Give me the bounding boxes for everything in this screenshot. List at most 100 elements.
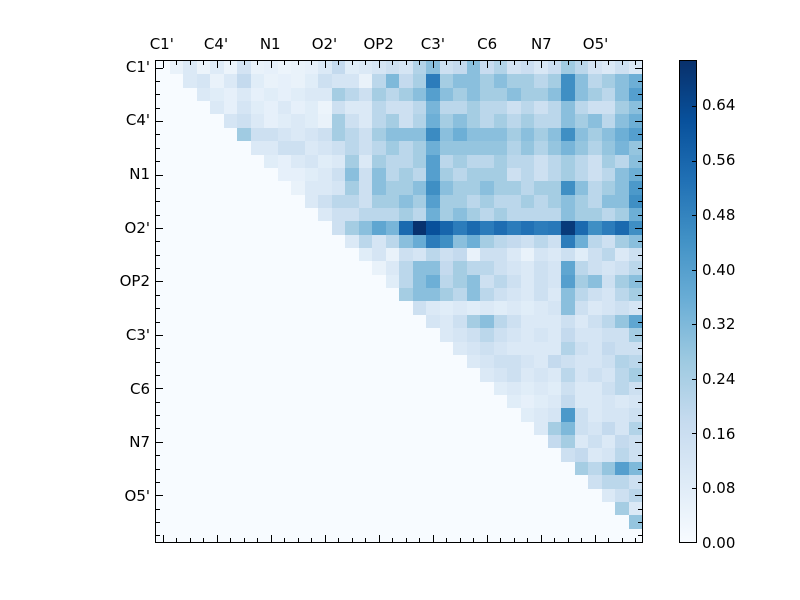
heatmap-cell	[264, 141, 278, 155]
heatmap-cell	[534, 221, 548, 235]
heatmap-cell	[237, 501, 251, 516]
heatmap-cell	[412, 528, 426, 542]
heatmap-cell	[493, 101, 507, 115]
heatmap-cell	[223, 448, 237, 462]
heatmap-cell	[358, 127, 372, 142]
heatmap-cell	[466, 194, 480, 208]
heatmap-cell	[601, 154, 615, 168]
heatmap-cell	[574, 488, 588, 502]
heatmap-cell	[264, 74, 278, 88]
colorbar	[679, 60, 697, 543]
heatmap-cell	[210, 368, 224, 382]
heatmap-cell	[358, 141, 372, 155]
heatmap-cell	[493, 127, 507, 142]
heatmap-cell	[331, 488, 345, 502]
y-tick	[638, 268, 642, 270]
heatmap-cell	[480, 328, 494, 342]
y-tick	[638, 321, 642, 323]
heatmap-cell	[210, 421, 224, 436]
heatmap-cell	[277, 354, 291, 369]
heatmap-cell	[277, 314, 291, 329]
heatmap-cell	[169, 154, 183, 168]
heatmap-cell	[574, 395, 588, 409]
y-tick	[638, 81, 642, 83]
heatmap-cell	[169, 354, 183, 369]
heatmap-cell	[601, 354, 615, 369]
heatmap-cell	[331, 101, 345, 115]
heatmap-cell	[372, 421, 386, 436]
heatmap-cell	[304, 114, 318, 128]
heatmap-cell	[385, 261, 399, 275]
heatmap-cell	[507, 101, 521, 115]
heatmap-cell	[453, 368, 467, 382]
heatmap-cell	[291, 461, 305, 476]
heatmap-cell	[183, 74, 197, 88]
heatmap-cell	[588, 167, 602, 182]
heatmap-cell	[183, 274, 197, 289]
heatmap-cell	[561, 127, 575, 142]
x-tick	[392, 61, 394, 65]
heatmap-cell	[547, 381, 561, 396]
x-tick	[567, 61, 569, 65]
y-tick	[638, 254, 642, 256]
heatmap-cell	[534, 248, 548, 262]
heatmap-cell	[277, 61, 291, 75]
heatmap-cell	[331, 234, 345, 249]
heatmap-cell	[588, 301, 602, 315]
heatmap-cell	[439, 221, 453, 235]
heatmap-cell	[588, 408, 602, 422]
y-tick	[638, 428, 642, 430]
heatmap-cell	[507, 181, 521, 195]
x-tick	[635, 538, 637, 542]
heatmap-cell	[264, 435, 278, 449]
heatmap-cell	[169, 461, 183, 476]
heatmap-cell	[534, 301, 548, 315]
heatmap-cell	[331, 435, 345, 449]
heatmap-cell	[318, 274, 332, 289]
y-tick	[638, 134, 642, 136]
heatmap-cell	[615, 87, 629, 102]
heatmap-cell	[331, 381, 345, 396]
heatmap-cell	[588, 141, 602, 155]
heatmap-cell	[547, 448, 561, 462]
heatmap-cell	[210, 261, 224, 275]
heatmap-cell	[183, 488, 197, 502]
heatmap-cell	[210, 167, 224, 182]
heatmap-cell	[615, 194, 629, 208]
heatmap-cell	[385, 341, 399, 355]
heatmap-cell	[304, 74, 318, 88]
heatmap-cell	[547, 475, 561, 489]
heatmap-cell	[601, 381, 615, 396]
heatmap-cell	[196, 127, 210, 142]
heatmap-cell	[345, 328, 359, 342]
heatmap-cell	[385, 101, 399, 115]
x-tick	[162, 535, 164, 542]
heatmap-cell	[466, 354, 480, 369]
heatmap-cell	[291, 61, 305, 75]
heatmap-cell	[291, 248, 305, 262]
heatmap-cell	[358, 421, 372, 436]
heatmap-cell	[345, 408, 359, 422]
heatmap-cell	[169, 141, 183, 155]
heatmap-cell	[156, 114, 170, 128]
heatmap-cell	[426, 314, 440, 329]
heatmap-cell	[318, 341, 332, 355]
heatmap-cell	[277, 248, 291, 262]
x-tick	[203, 538, 205, 542]
heatmap-cell	[318, 501, 332, 516]
heatmap-cell	[412, 381, 426, 396]
heatmap-cell	[588, 114, 602, 128]
heatmap-cell	[372, 341, 386, 355]
heatmap-cell	[588, 101, 602, 115]
heatmap-cell	[277, 461, 291, 476]
heatmap-cell	[277, 408, 291, 422]
heatmap-cell	[291, 207, 305, 222]
heatmap-cell	[372, 101, 386, 115]
y-tick	[156, 268, 160, 270]
heatmap-cell	[601, 61, 615, 75]
heatmap-cell	[223, 274, 237, 289]
heatmap-cell	[358, 368, 372, 382]
heatmap-cell	[601, 314, 615, 329]
heatmap-cell	[318, 221, 332, 235]
heatmap-cell	[358, 248, 372, 262]
